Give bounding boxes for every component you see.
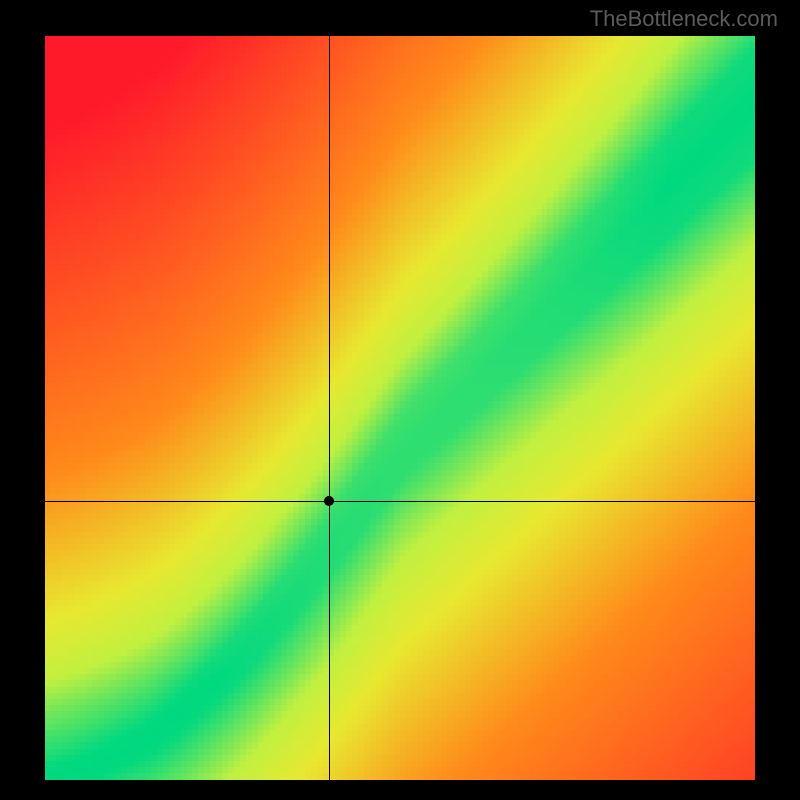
plot-area: [45, 36, 755, 780]
chart-container: TheBottleneck.com: [0, 0, 800, 800]
watermark-text: TheBottleneck.com: [590, 6, 778, 32]
heatmap-canvas: [45, 36, 755, 780]
